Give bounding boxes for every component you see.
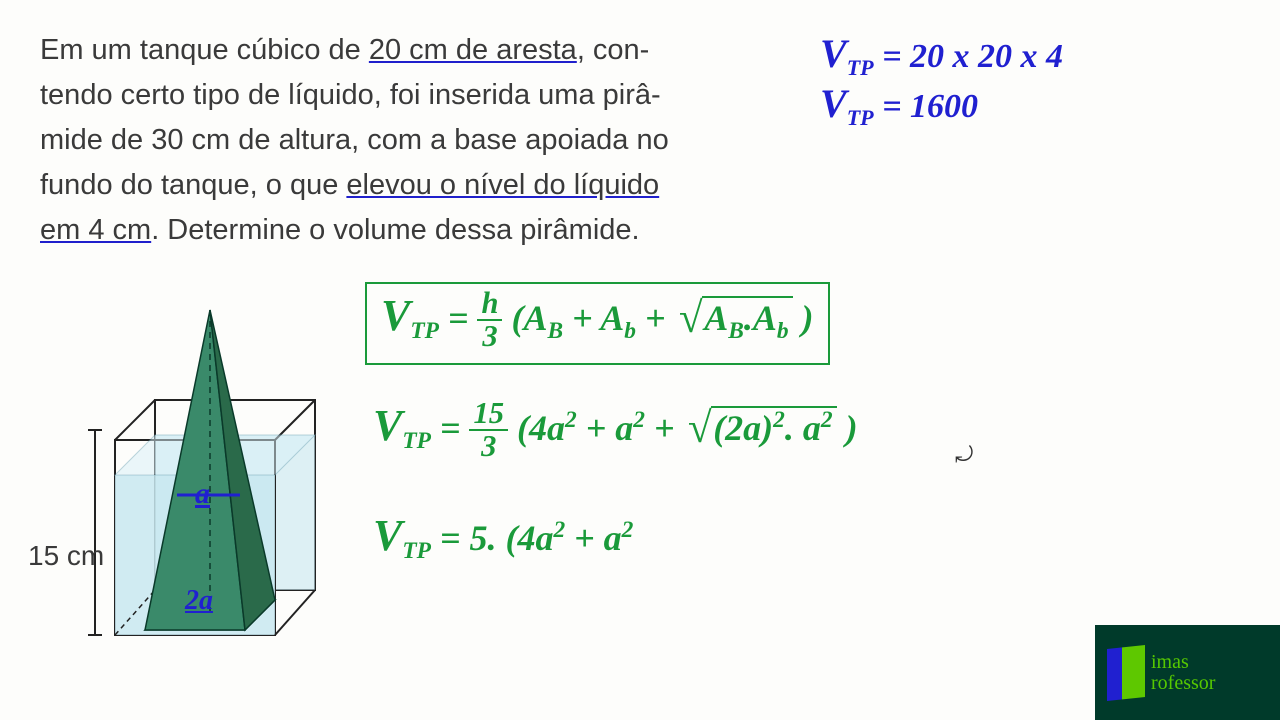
blue-eq-1: VTP = 20 x 20 x 4 (820, 30, 1063, 81)
blue-eq-2: VTP = 1600 (820, 80, 978, 131)
pt-l4-pre: fundo do tanque, o que (40, 169, 346, 201)
pt-l5-post: . Determine o volume dessa pirâmide. (151, 214, 639, 246)
green-formula-2: VTP = 153 (4a2 + a2 + (2a)2. a2 ) (373, 400, 858, 463)
problem-text: Em um tanque cúbico de 20 cm de aresta, … (40, 28, 780, 253)
annotation-2a: 2a (185, 585, 213, 617)
green-formula-3: VTP = 5. (4a2 + a2 (373, 510, 633, 565)
logo-line2: rofessor (1151, 673, 1215, 694)
channel-logo: imas rofessor (1095, 625, 1280, 720)
logo-text: imas rofessor (1151, 652, 1215, 694)
pt-l2: tendo certo tipo de líquido, foi inserid… (40, 79, 661, 111)
logo-line1: imas (1151, 651, 1189, 673)
pt-l1-pre: Em um tanque cúbico de (40, 34, 369, 66)
pt-l3: mide de 30 cm de altura, com a base apoi… (40, 124, 669, 156)
logo-book-icon (1107, 645, 1145, 701)
cursor-icon: ⤾ (955, 442, 973, 468)
pt-l1-u: 20 cm de aresta (369, 34, 577, 66)
formula-box: VTP = h3 (AB + Ab + AB.Ab ) (365, 282, 830, 365)
pt-l4-u: elevou o nível do líquido (346, 169, 659, 201)
height-label: 15 cm (28, 540, 104, 572)
annotation-a: a (195, 477, 210, 511)
pt-l1-post: , con- (577, 34, 650, 66)
green-formula-1: VTP = h3 (AB + Ab + AB.Ab ) (381, 298, 814, 338)
pt-l5-u: em 4 cm (40, 214, 151, 246)
